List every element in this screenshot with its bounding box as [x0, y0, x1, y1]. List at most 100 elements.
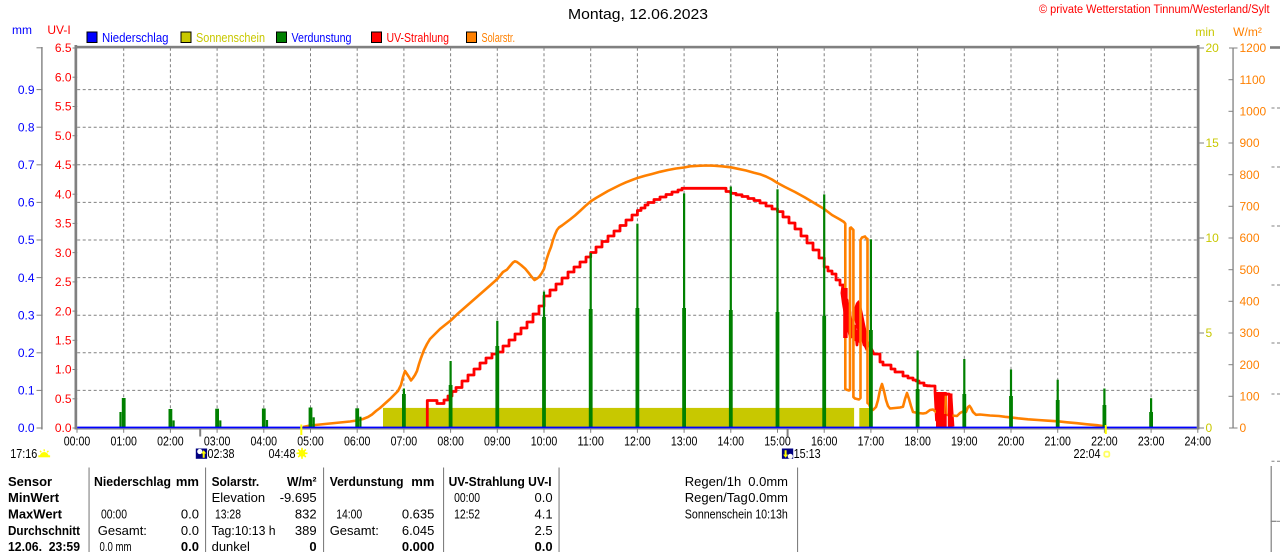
svg-text:Elevation: Elevation [212, 490, 265, 505]
svg-text:832: 832 [295, 507, 317, 522]
svg-text:12:00: 12:00 [624, 435, 651, 449]
svg-text:MaxWert: MaxWert [8, 507, 63, 522]
svg-text:04:48: 04:48 [269, 447, 296, 461]
svg-text:0.2: 0.2 [18, 346, 35, 360]
svg-text:UV-Strahlung UV-I: UV-Strahlung UV-I [449, 474, 552, 489]
svg-text:Sonnenschein: Sonnenschein [196, 30, 265, 45]
svg-text:Regen/Tag: Regen/Tag [685, 490, 748, 505]
svg-text:1.5: 1.5 [55, 334, 72, 348]
svg-text:13:00: 13:00 [671, 435, 698, 449]
svg-text:00:00: 00:00 [101, 507, 127, 522]
svg-text:389: 389 [295, 523, 317, 538]
svg-text:4.1: 4.1 [535, 507, 553, 522]
svg-text:6.045: 6.045 [402, 523, 435, 538]
svg-text:0.9: 0.9 [18, 83, 35, 97]
svg-text:17:16: 17:16 [10, 447, 37, 461]
svg-text:mm: mm [176, 474, 199, 489]
svg-text:0.000: 0.000 [402, 539, 435, 552]
svg-text:Verdunstung: Verdunstung [330, 474, 404, 489]
svg-text:0.0: 0.0 [181, 507, 199, 522]
svg-text:100: 100 [1240, 390, 1260, 404]
svg-text:Niederschlag: Niederschlag [102, 30, 169, 45]
svg-text:0.5: 0.5 [55, 392, 72, 406]
svg-text:5: 5 [1206, 326, 1213, 340]
svg-text:900: 900 [1240, 136, 1260, 150]
svg-text:Solarstr.: Solarstr. [482, 30, 516, 45]
svg-text:Gesamt:: Gesamt: [98, 523, 147, 538]
svg-text:3.0: 3.0 [55, 246, 72, 260]
svg-text:Montag, 12.06.2023: Montag, 12.06.2023 [568, 7, 708, 23]
svg-text:07:00: 07:00 [391, 435, 418, 449]
svg-text:15:13: 15:13 [794, 447, 821, 461]
svg-text:0.0 mm: 0.0 mm [100, 539, 132, 552]
svg-text:22:00: 22:00 [1091, 435, 1118, 449]
svg-text:05:00: 05:00 [297, 435, 324, 449]
svg-text:19:00: 19:00 [951, 435, 978, 449]
svg-text:0.5: 0.5 [18, 233, 35, 247]
svg-text:1100: 1100 [1240, 73, 1266, 87]
svg-text:0.0: 0.0 [18, 421, 35, 435]
svg-text:Durchschnitt: Durchschnitt [8, 523, 81, 538]
svg-text:mm: mm [411, 474, 434, 489]
svg-text:1.0: 1.0 [55, 363, 72, 377]
svg-text:0.3: 0.3 [18, 308, 35, 322]
svg-text:00:00: 00:00 [64, 435, 91, 449]
svg-text:6.5: 6.5 [55, 41, 72, 55]
svg-text:15:00: 15:00 [764, 435, 791, 449]
svg-text:2.5: 2.5 [55, 275, 72, 289]
svg-text:16:00: 16:00 [811, 435, 838, 449]
svg-text:00:00: 00:00 [454, 490, 480, 505]
svg-text:400: 400 [1240, 295, 1260, 309]
svg-text:17:00: 17:00 [858, 435, 885, 449]
svg-text:21:00: 21:00 [1044, 435, 1071, 449]
svg-text:Tag:10:13 h: Tag:10:13 h [212, 523, 276, 538]
svg-text:600: 600 [1240, 231, 1260, 245]
svg-text:0.7: 0.7 [18, 158, 35, 172]
svg-text:© private Wetterstation Tinnum: © private Wetterstation Tinnum/Westerlan… [1039, 4, 1270, 16]
svg-text:06:00: 06:00 [344, 435, 371, 449]
svg-text:12.06. 23:59: 12.06. 23:59 [8, 539, 80, 552]
svg-text:MinWert: MinWert [8, 490, 60, 505]
svg-text:0.0: 0.0 [535, 490, 553, 505]
svg-text:1000: 1000 [1240, 105, 1267, 119]
svg-text:UV-Strahlung: UV-Strahlung [387, 30, 450, 45]
svg-text:Gesamt:: Gesamt: [330, 523, 379, 538]
svg-text:4.5: 4.5 [55, 158, 72, 172]
svg-text:500: 500 [1240, 263, 1260, 277]
svg-text:0.4: 0.4 [18, 271, 35, 285]
svg-text:-9.695: -9.695 [280, 490, 317, 505]
svg-text:03:00: 03:00 [204, 435, 231, 449]
svg-text:23:00: 23:00 [1138, 435, 1165, 449]
svg-text:0.0: 0.0 [55, 421, 72, 435]
svg-text:12:52: 12:52 [454, 507, 480, 522]
svg-text:10: 10 [1206, 231, 1220, 245]
svg-text:Sensor: Sensor [8, 474, 52, 489]
svg-text:09:00: 09:00 [484, 435, 511, 449]
svg-text:0: 0 [1240, 421, 1247, 435]
svg-text:04:00: 04:00 [251, 435, 278, 449]
svg-text:200: 200 [1240, 358, 1260, 372]
svg-text:0.0: 0.0 [181, 539, 199, 552]
svg-text:15: 15 [1206, 136, 1220, 150]
svg-text:20: 20 [1206, 41, 1220, 55]
svg-text:0.0: 0.0 [181, 523, 199, 538]
svg-text:dunkel: dunkel [212, 539, 250, 552]
svg-text:24:00: 24:00 [1185, 435, 1212, 449]
svg-text:0.0: 0.0 [535, 539, 553, 552]
svg-text:08:00: 08:00 [437, 435, 464, 449]
svg-text:700: 700 [1240, 200, 1260, 214]
svg-text:Niederschlag: Niederschlag [94, 474, 171, 489]
svg-text:0.635: 0.635 [402, 507, 435, 522]
svg-text:mm: mm [12, 23, 32, 37]
svg-text:0: 0 [1206, 421, 1213, 435]
svg-text:UV-I: UV-I [47, 23, 70, 37]
svg-text:01:00: 01:00 [110, 435, 137, 449]
svg-text:2.0: 2.0 [55, 304, 72, 318]
svg-text:14:00: 14:00 [336, 507, 362, 522]
svg-text:5.5: 5.5 [55, 100, 72, 114]
svg-text:22:04: 22:04 [1074, 447, 1101, 461]
svg-text:13:28: 13:28 [215, 507, 241, 522]
svg-text:0.8: 0.8 [18, 120, 35, 134]
svg-text:0.6: 0.6 [18, 196, 35, 210]
svg-text:5.0: 5.0 [55, 129, 72, 143]
